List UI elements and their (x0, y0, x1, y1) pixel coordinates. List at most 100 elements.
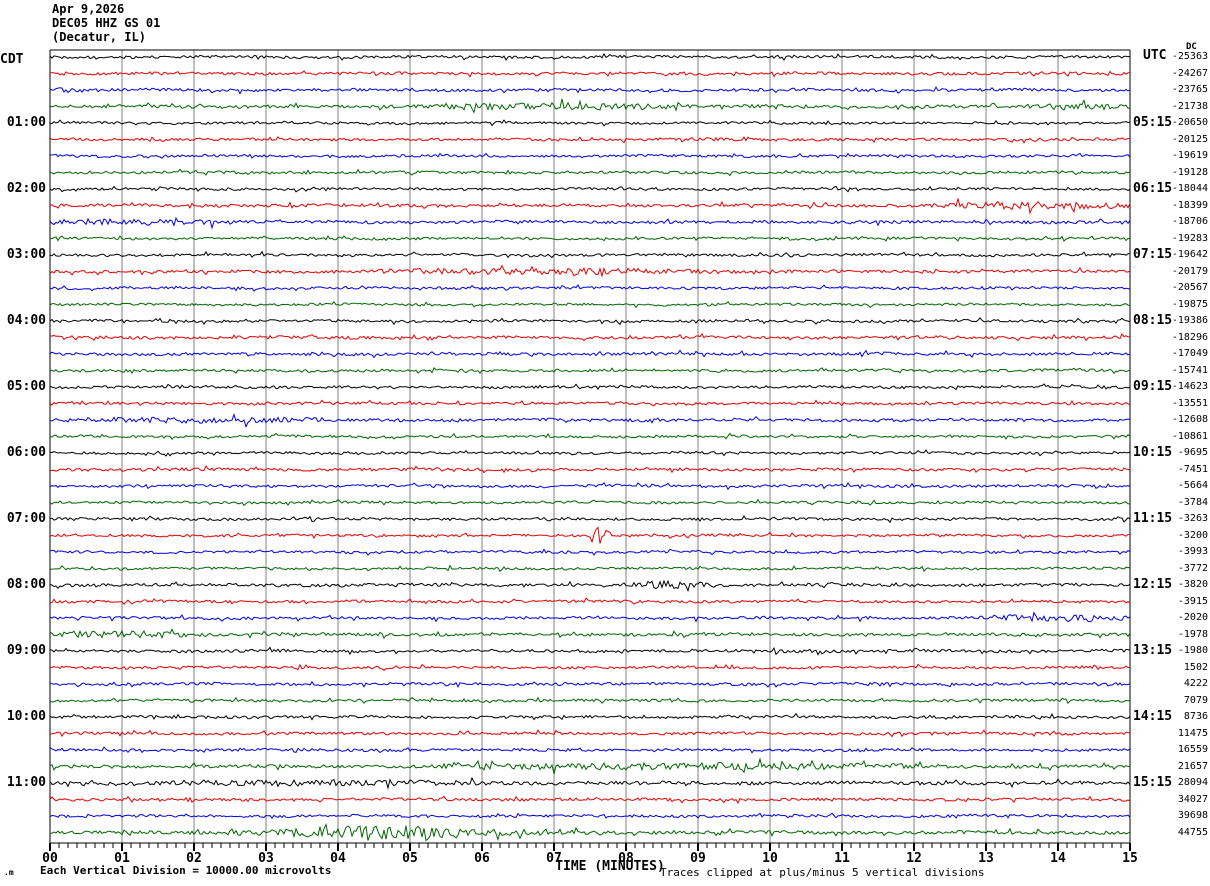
dc-offset-value: -20650 (1171, 117, 1208, 128)
dc-offset-value: -1980 (1177, 645, 1208, 656)
dc-offset-value: -12608 (1171, 414, 1208, 425)
trace-row (49, 646, 1131, 656)
dc-offset-value: -18044 (1171, 183, 1208, 194)
minute-tick-label: 14 (1050, 851, 1066, 866)
trace-row (49, 776, 1131, 790)
dc-offset-value: -9695 (1177, 447, 1208, 458)
trace-row (50, 822, 1131, 842)
trace-row (49, 515, 1131, 524)
dc-offset-value: -3200 (1177, 529, 1208, 541)
dc-offset-value: -20125 (1171, 133, 1208, 145)
hour-label-cdt: 06:00 (6, 445, 46, 460)
dc-offset-value: -3993 (1177, 546, 1208, 557)
minute-tick-label: 02 (186, 851, 202, 866)
dc-offset-value: -24267 (1171, 67, 1208, 79)
hour-label-utc: 14:15 (1133, 709, 1173, 724)
dc-offset-value: 44755 (1177, 826, 1208, 838)
trace-row (49, 349, 1131, 359)
minute-tick-label: 11 (834, 851, 850, 866)
minute-tick-label: 07 (546, 851, 562, 866)
trace-row (49, 712, 1131, 721)
header-date: Apr 9,2026 (52, 2, 125, 16)
dc-offset-value: 11475 (1177, 727, 1208, 739)
trace-row (49, 168, 1131, 177)
hour-label-utc: 13:15 (1133, 643, 1173, 658)
hour-label-cdt: 04:00 (6, 313, 46, 328)
trace-row (49, 98, 1131, 114)
dc-offset-value: -7451 (1177, 463, 1208, 475)
hour-label-cdt: 07:00 (6, 511, 46, 526)
dc-offset-value: -3772 (1177, 562, 1208, 574)
trace-row (49, 119, 1131, 127)
minute-tick-label: 15 (1122, 851, 1138, 866)
trace-row (49, 264, 1131, 278)
trace-row (49, 449, 1131, 457)
trace-row (49, 498, 1131, 507)
hour-label-cdt: 05:00 (6, 379, 46, 394)
hour-label-utc: 07:15 (1133, 247, 1173, 262)
hour-label-cdt: 10:00 (6, 709, 46, 724)
minute-tick-label: 12 (906, 851, 922, 866)
trace-row (49, 383, 1131, 391)
trace-row (49, 681, 1131, 688)
hour-label-utc: 12:15 (1133, 577, 1173, 592)
hour-label-cdt: 02:00 (6, 181, 46, 196)
minute-tick-label: 05 (402, 851, 418, 866)
trace-row (49, 746, 1131, 754)
trace-row (49, 185, 1131, 193)
hour-label-utc: 11:15 (1133, 511, 1173, 526)
hour-label-utc: 05:15 (1133, 115, 1173, 130)
right-axis-header: UTC (1143, 48, 1167, 63)
hour-label-utc: 09:15 (1133, 379, 1173, 394)
trace-row (49, 283, 1131, 292)
dc-offset-value: 1502 (1183, 661, 1208, 673)
dc-offset-value: -3263 (1177, 513, 1208, 524)
hour-label-utc: 10:15 (1133, 445, 1173, 460)
hour-label-cdt: 09:00 (6, 643, 46, 658)
header-location: (Decatur, IL) (52, 30, 146, 44)
hour-label-utc: 15:15 (1133, 775, 1173, 790)
trace-row (49, 136, 1131, 144)
dc-offset-value: -18399 (1171, 199, 1208, 211)
trace-row (49, 628, 1131, 640)
hour-label-cdt: 11:00 (6, 775, 46, 790)
trace-row (49, 152, 1131, 159)
trace-row (49, 52, 1131, 62)
minute-tick-label: 01 (114, 851, 130, 866)
minute-tick-label: 09 (690, 851, 706, 866)
trace-row (49, 663, 1131, 671)
dc-offset-value: -3915 (1177, 595, 1208, 607)
trace-row (49, 812, 1131, 820)
trace-row (49, 729, 1131, 738)
dc-offset-value: -19283 (1171, 232, 1208, 244)
trace-row (49, 216, 1131, 230)
trace-row (49, 579, 1131, 593)
trace-row (49, 399, 1131, 407)
hour-label-cdt: 08:00 (6, 577, 46, 592)
trace-row (49, 696, 1131, 704)
trace-row (49, 564, 1131, 573)
minute-tick-label: 00 (42, 851, 58, 866)
minute-tick-label: 10 (762, 851, 778, 866)
dc-offset-value: -19642 (1171, 249, 1208, 260)
scale-note: Each Vertical Division = 10000.00 microv… (40, 864, 332, 877)
dc-offset-value: -20179 (1171, 265, 1208, 277)
dc-offset-value: -3820 (1177, 579, 1208, 590)
dc-offset-value: -10861 (1171, 430, 1208, 442)
clip-note: Traces clipped at plus/minus 5 vertical … (660, 866, 985, 879)
dc-offset-value: 21657 (1177, 760, 1208, 772)
trace-row (49, 432, 1131, 440)
trace-row (49, 300, 1131, 309)
trace-row (49, 465, 1131, 474)
dc-offset-value: -3784 (1177, 496, 1208, 508)
dc-offset-value: -25363 (1171, 51, 1208, 62)
trace-row (49, 316, 1131, 326)
minute-tick-label: 08 (618, 851, 634, 866)
dc-offset-value: 7079 (1183, 694, 1208, 706)
dc-offset-value: -19619 (1171, 150, 1208, 161)
trace-row (49, 235, 1131, 242)
dc-offset-value: -19875 (1171, 298, 1208, 310)
trace-row (49, 548, 1131, 556)
dc-offset-value: -15741 (1171, 364, 1208, 376)
